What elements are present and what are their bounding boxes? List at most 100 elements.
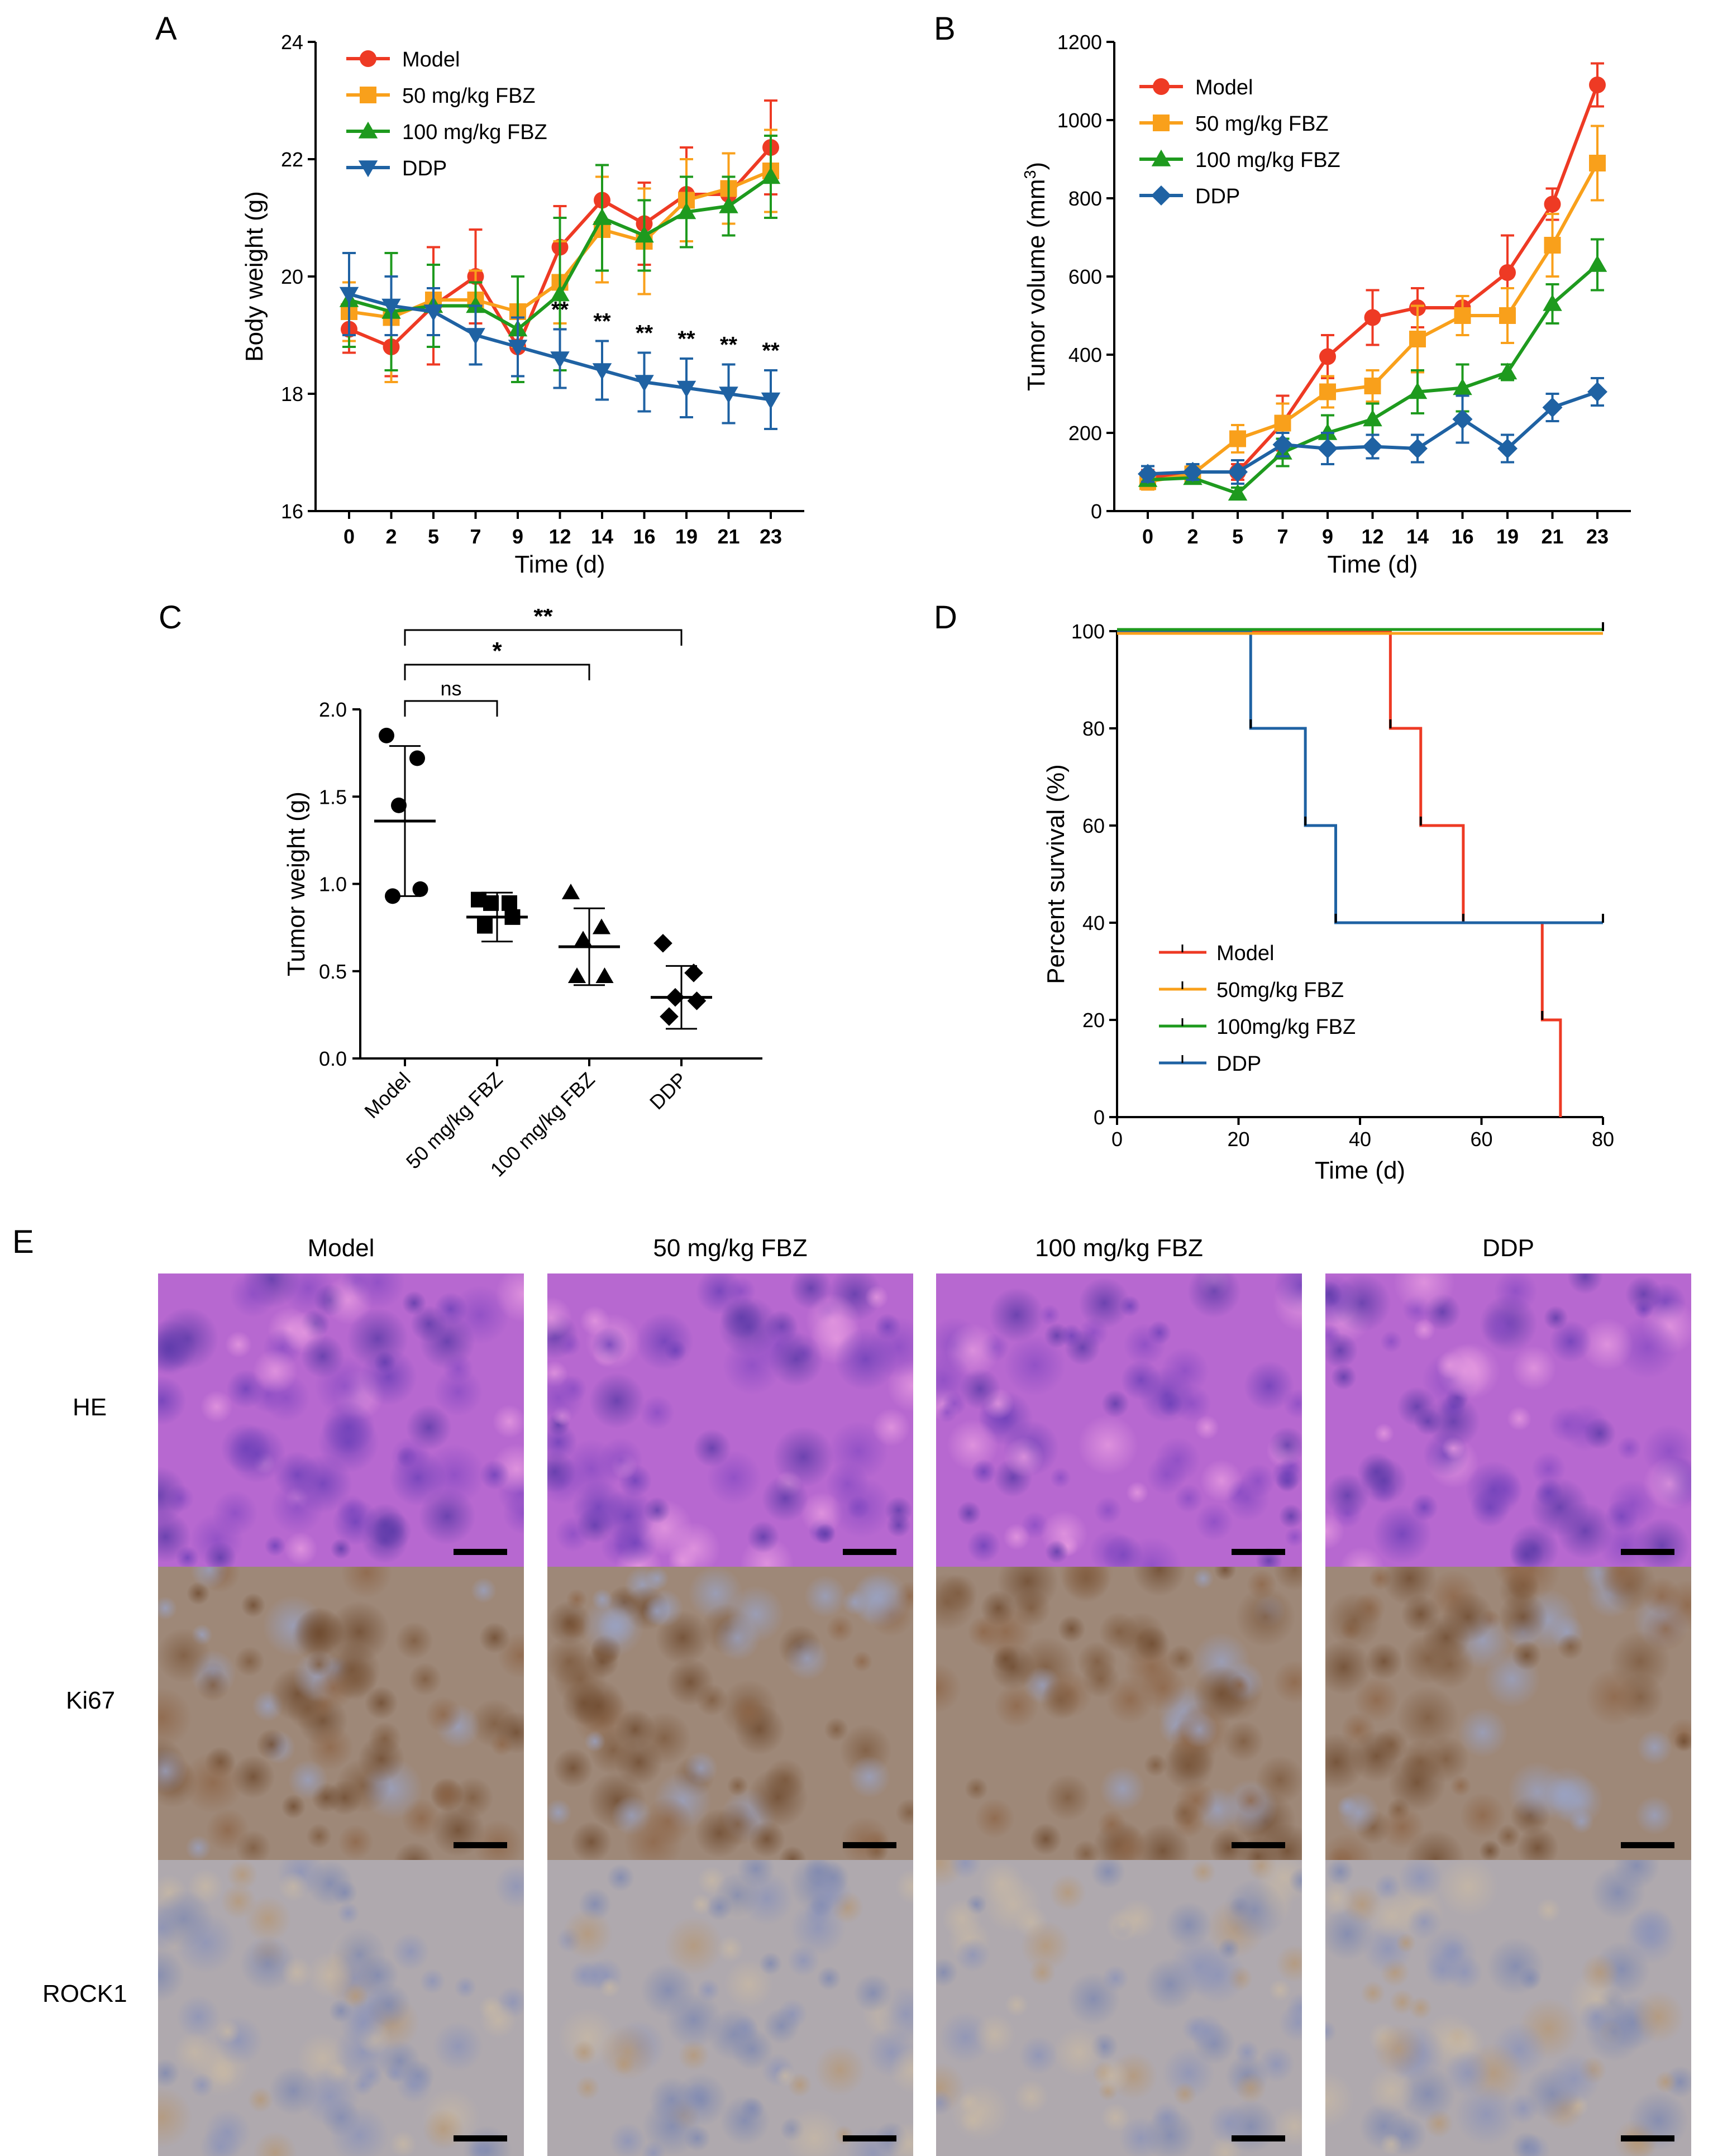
row-label-ki67: Ki67	[66, 1687, 116, 1714]
data-point	[391, 797, 407, 813]
y-tick-label: 2.0	[319, 698, 347, 721]
y-tick-label: 16	[281, 500, 303, 523]
x-tick-label: 9	[1322, 525, 1333, 548]
x-tick-label: 16	[633, 525, 655, 548]
legend-label: DDP	[1195, 185, 1240, 208]
x-tick-label: 19	[1496, 525, 1519, 548]
data-point	[676, 380, 696, 398]
chart-d-survival: 0 20 40 60 80 100 0 20 40 60 80 Time (d) Percent sur…	[1042, 620, 1614, 1184]
y-tick-label: 20	[1082, 1009, 1105, 1032]
y-axis-label: Tumor weight (g)	[283, 791, 310, 976]
y-axis-label: Tumor volume (mm3)	[1022, 162, 1050, 391]
micrograph-ki67-1	[158, 1567, 524, 1863]
tissue-texture	[547, 1860, 913, 2156]
significance-annotation: **	[720, 333, 738, 357]
legend-marker	[358, 121, 378, 139]
data-point	[339, 287, 359, 304]
micrograph-he-3	[936, 1273, 1302, 1570]
significance-bracket	[404, 664, 590, 680]
data-point	[660, 1007, 679, 1026]
data-point	[567, 967, 586, 984]
data-point	[1182, 462, 1203, 482]
row-label-he: HE	[73, 1394, 107, 1421]
data-point	[466, 328, 485, 345]
legend-label: 50 mg/kg FBZ	[402, 84, 536, 108]
scale-bar	[454, 1549, 507, 1555]
x-tick-label: 12	[1361, 525, 1383, 548]
legend-label: DDP	[1216, 1052, 1261, 1076]
y-tick-label: 60	[1082, 814, 1105, 837]
data-point	[1318, 438, 1338, 459]
y-tick-label: 0	[1094, 1106, 1105, 1129]
data-point	[1274, 414, 1291, 432]
legend-label: DDP	[402, 157, 447, 180]
y-tick-label: 0.5	[319, 960, 347, 983]
micrograph-he-4	[1325, 1273, 1691, 1570]
column-header-model: Model	[307, 1234, 375, 1262]
scale-bar	[843, 1549, 896, 1555]
data-point	[1589, 155, 1606, 171]
data-point	[1362, 436, 1383, 457]
legend: Model 50 mg/kg FBZ 100 mg/kg FBZ DDP	[346, 48, 547, 180]
data-point	[1497, 438, 1518, 459]
scale-bar	[1621, 2135, 1674, 2141]
column-header-50-fbz: 50 mg/kg FBZ	[653, 1234, 808, 1262]
y-tick-label: 1.0	[319, 873, 347, 896]
micrograph-rock1-4	[1325, 1860, 1691, 2156]
x-tick-label: Model	[360, 1068, 414, 1123]
legend-label: Model	[1216, 942, 1275, 965]
x-tick-label: 0	[343, 525, 355, 548]
data-point	[676, 202, 696, 220]
data-point	[653, 933, 672, 953]
micrograph-he-2	[547, 1273, 913, 1570]
y-tick-label: 80	[1082, 717, 1105, 740]
y-tick-label: 800	[1068, 187, 1102, 210]
data-point	[1272, 435, 1293, 455]
tissue-texture	[1325, 1273, 1691, 1570]
micrograph-rock1-3	[936, 1860, 1302, 2156]
data-point	[1319, 383, 1336, 400]
data-point	[1229, 430, 1246, 447]
data-point	[687, 991, 707, 1010]
scale-bar	[843, 1842, 896, 1848]
series-1	[1139, 125, 1606, 491]
data-point	[1544, 237, 1561, 254]
data-point	[477, 918, 493, 934]
data-point	[1319, 348, 1336, 365]
x-tick-label: 50 mg/kg FBZ	[402, 1068, 507, 1174]
x-tick-label: 0	[1111, 1128, 1123, 1151]
data-point	[719, 196, 738, 213]
legend-marker	[1151, 185, 1171, 206]
legend-marker	[360, 87, 376, 103]
micrograph-rock1-1	[158, 1860, 524, 2156]
legend-marker	[1151, 149, 1171, 166]
x-tick-label: 21	[1541, 525, 1563, 548]
significance-label: ns	[440, 677, 461, 700]
survival-series-0	[1117, 629, 1562, 1117]
data-point	[592, 918, 611, 934]
column-header-100-fbz: 100 mg/kg FBZ	[1035, 1234, 1203, 1262]
y-tick-label: 200	[1068, 422, 1102, 445]
data-point	[1499, 307, 1516, 324]
data-point	[1409, 331, 1426, 347]
x-tick-label: 7	[1277, 525, 1288, 548]
data-point	[1544, 195, 1561, 213]
x-tick-label: 14	[591, 525, 613, 548]
significance-annotation: **	[551, 298, 569, 322]
x-tick-label: 9	[512, 525, 523, 548]
data-point	[592, 363, 612, 380]
tissue-texture	[936, 1860, 1302, 2156]
significance-annotation: **	[593, 309, 611, 334]
micrograph-ki67-2	[547, 1567, 913, 1863]
data-point	[508, 340, 528, 357]
data-point	[561, 884, 580, 900]
panel-e-column-headers: Model 50 mg/kg FBZ 100 mg/kg FBZ DDP	[0, 1229, 1713, 1273]
tissue-texture	[158, 1567, 524, 1863]
chart-b-tumor-volume: 0 200 400 600 800 1000 1200 0 2 5 7 9 12 14 16 19 21 23 Ti…	[1022, 31, 1631, 578]
micrograph-he-1	[158, 1273, 524, 1570]
x-tick-label: 60	[1470, 1128, 1492, 1151]
tissue-texture	[547, 1567, 913, 1863]
tissue-texture	[1325, 1860, 1691, 2156]
scale-bar	[1621, 1842, 1674, 1848]
